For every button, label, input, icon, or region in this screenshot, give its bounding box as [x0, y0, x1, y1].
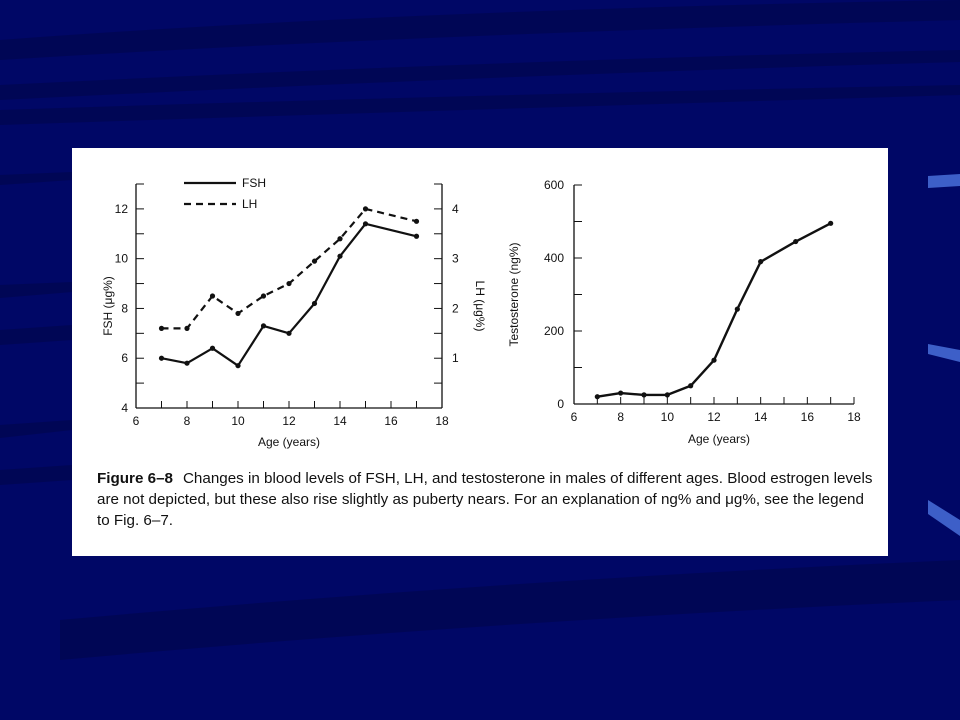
data-point-fsh: [158, 355, 165, 361]
data-point-fsh: [235, 363, 241, 369]
x-tick-label: 16: [384, 414, 398, 428]
caption-text: Changes in blood levels of FSH, LH, and …: [97, 470, 873, 529]
left-y-tick-label: 12: [115, 202, 129, 216]
data-point-testosterone: [793, 238, 799, 245]
data-point-fsh: [311, 300, 318, 307]
data-point-fsh: [413, 233, 420, 239]
y-tick-label: 200: [544, 324, 564, 338]
background-stripes: [0, 0, 960, 660]
data-point-testosterone: [828, 220, 834, 226]
data-point-fsh: [286, 330, 292, 336]
data-point-fsh: [209, 345, 216, 351]
right-y-tick-label: 2: [452, 301, 459, 315]
right-y-tick-label: 3: [452, 252, 459, 266]
data-point-fsh: [260, 323, 267, 329]
data-point-lh: [184, 325, 190, 331]
data-point-lh: [413, 218, 420, 224]
data-point-lh: [286, 280, 292, 287]
y-axis-label: Testosterone (ng%): [507, 242, 521, 346]
right-y-axis-label: LH (μg%): [473, 281, 487, 332]
legend-label-fsh: FSH: [242, 176, 266, 190]
x-axis-label: Age (years): [258, 435, 320, 449]
left-y-tick-label: 6: [121, 351, 128, 365]
data-point-lh: [209, 293, 216, 299]
data-point-testosterone: [664, 392, 670, 398]
x-tick-label: 16: [801, 410, 815, 424]
x-tick-label: 14: [754, 410, 768, 424]
x-tick-label: 12: [707, 410, 721, 424]
data-point-testosterone: [688, 383, 694, 389]
y-tick-label: 0: [557, 397, 564, 411]
data-point-testosterone: [594, 394, 600, 400]
series-line-testosterone: [597, 222, 832, 398]
data-point-testosterone: [711, 357, 717, 363]
left-y-axis-label: FSH (μg%): [101, 276, 115, 336]
left-y-tick-label: 8: [121, 301, 128, 315]
figure-panel: 4 6 8 10 12 1 2 3 4 6 8 10 12 14 16 18 Age (years) FSH (μ…: [72, 148, 888, 556]
data-point-lh: [235, 310, 241, 317]
data-point-testosterone: [758, 259, 764, 265]
legend-label-lh: LH: [242, 197, 257, 211]
testosterone-chart: 0 200 400 600 6 8 10 12 14 16 18 Age (years) Testost…: [507, 178, 861, 446]
x-tick-label: 8: [617, 410, 624, 424]
figure-caption: Figure 6–8 Changes in blood levels of FSH…: [97, 468, 877, 531]
x-tick-label: 18: [847, 410, 861, 424]
data-point-lh: [311, 258, 318, 264]
caption-label: Figure 6–8: [97, 470, 173, 487]
x-tick-label: 6: [571, 410, 578, 424]
data-point-fsh: [184, 360, 190, 366]
x-tick-label: 12: [282, 414, 296, 428]
accent-marks: [928, 174, 960, 536]
series-line-lh: [161, 207, 417, 330]
series-line-fsh: [161, 222, 417, 367]
x-axis-label: Age (years): [688, 432, 750, 446]
x-tick-label: 8: [184, 414, 191, 428]
right-y-tick-label: 4: [452, 202, 459, 216]
data-point-lh: [158, 325, 165, 331]
data-point-lh: [362, 206, 369, 212]
left-y-tick-label: 4: [121, 401, 128, 415]
x-tick-label: 14: [333, 414, 347, 428]
x-tick-label: 10: [661, 410, 675, 424]
data-point-fsh: [337, 253, 343, 259]
x-tick-label: 6: [133, 414, 140, 428]
x-tick-label: 18: [435, 414, 449, 428]
data-point-testosterone: [618, 390, 624, 396]
y-tick-label: 400: [544, 251, 564, 265]
data-point-testosterone: [734, 306, 740, 312]
left-y-tick-label: 10: [115, 252, 129, 266]
data-point-testosterone: [641, 392, 647, 398]
data-point-lh: [260, 293, 267, 299]
data-point-lh: [337, 236, 343, 242]
x-tick-label: 10: [231, 414, 245, 428]
data-point-fsh: [362, 221, 369, 227]
y-tick-label: 600: [544, 178, 564, 192]
right-y-tick-label: 1: [452, 351, 459, 365]
